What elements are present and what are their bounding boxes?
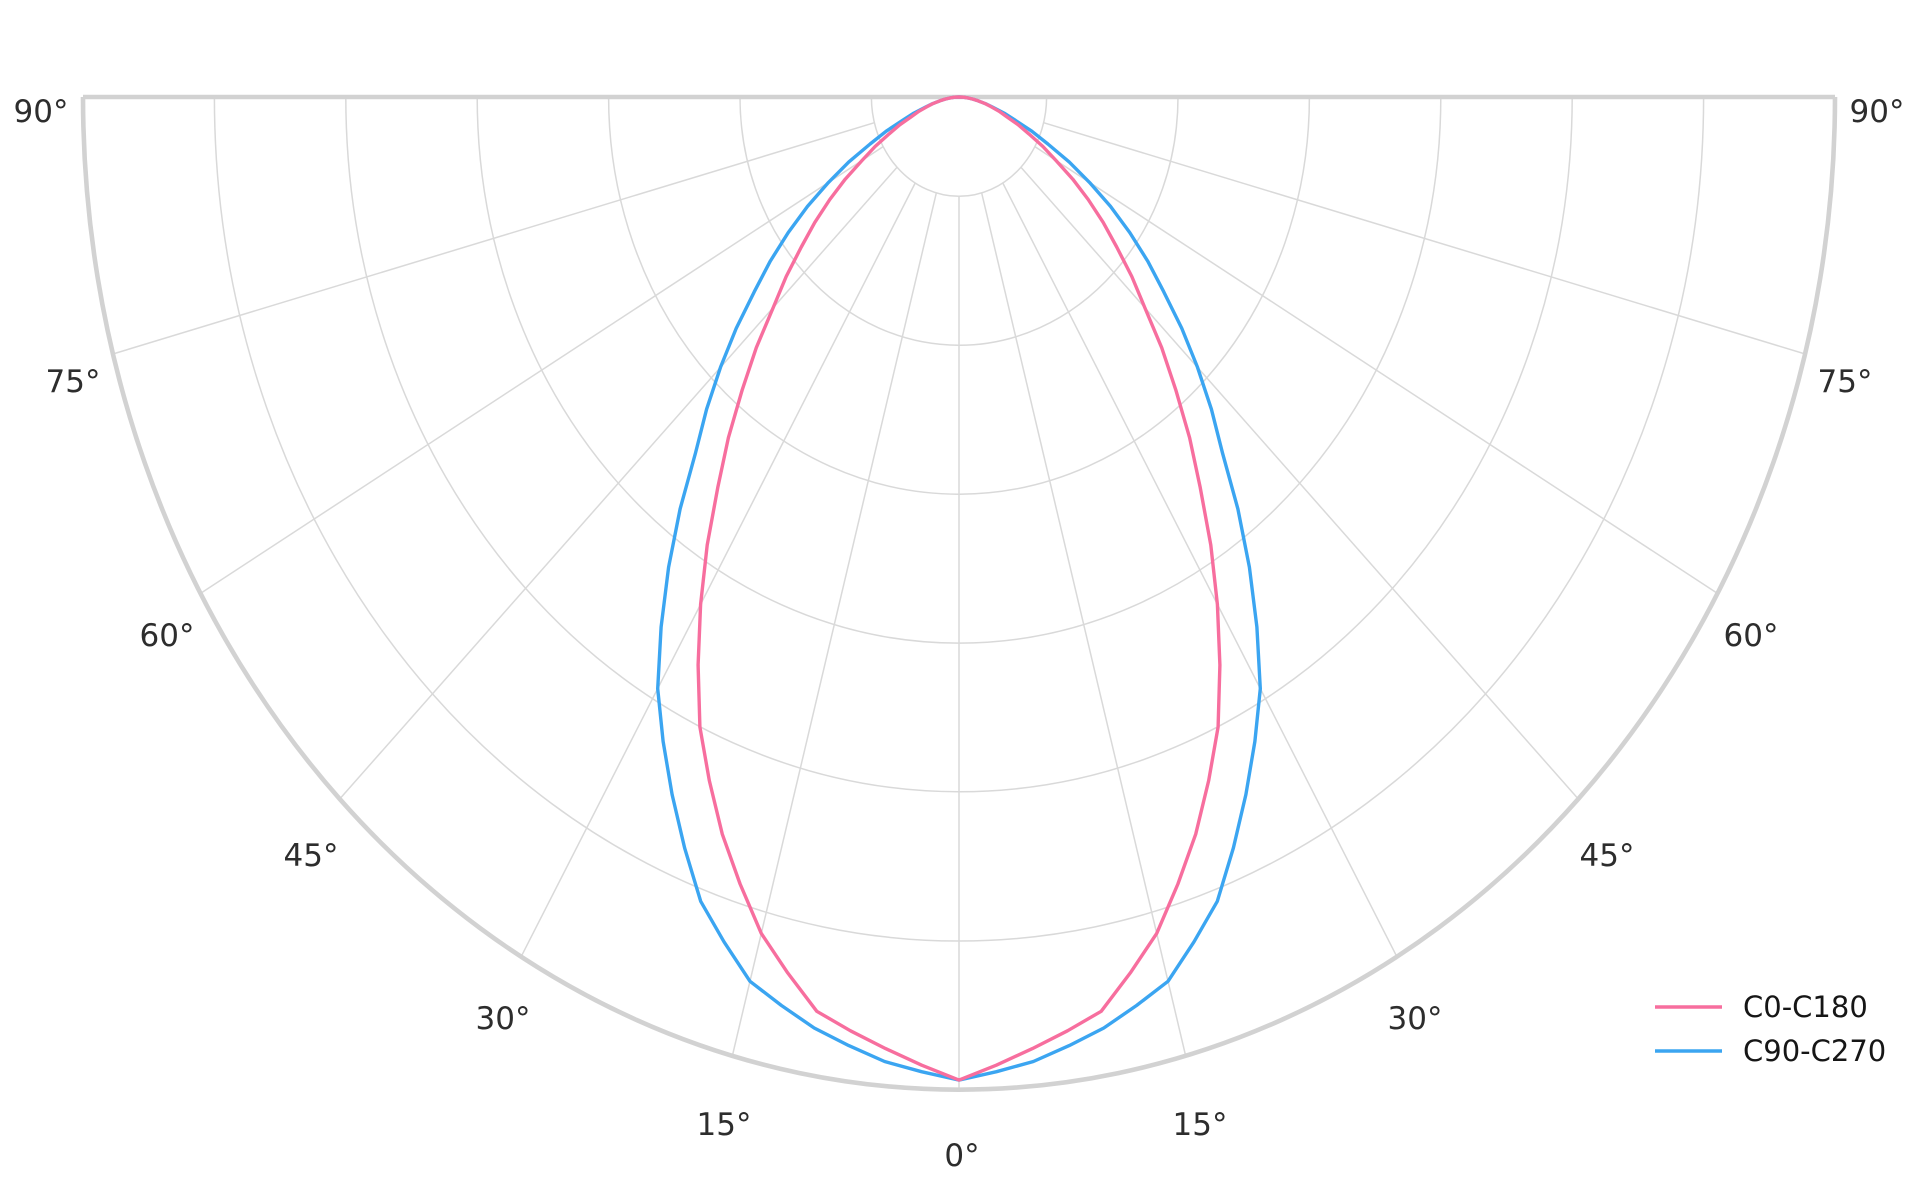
angle-tick-label: 45° [1580, 838, 1635, 874]
angle-tick-label: 15° [697, 1107, 752, 1143]
radial-gridlines [112, 121, 1806, 1090]
angle-tick-label: 0° [944, 1138, 979, 1174]
angle-tick-label: 75° [1818, 364, 1873, 400]
radial-gridline [339, 166, 898, 800]
angle-tick-labels: 0° 15° 15° 30° 30° 45° 45° 60° 60° 75° 75° 90° 90° [14, 94, 1905, 1174]
grid-ring [870, 96, 1048, 198]
radial-gridline [1034, 146, 1719, 595]
angle-tick-label: 60° [140, 618, 195, 654]
radial-gridline [520, 182, 916, 958]
angle-tick-label: 90° [14, 94, 69, 130]
radial-gridline [731, 192, 938, 1057]
angle-tick-label: 30° [1388, 1001, 1443, 1037]
series-curves [656, 95, 1262, 1082]
series-curve-c0-c180 [696, 95, 1222, 1082]
angle-tick-label: 45° [284, 838, 339, 874]
angle-tick-label: 60° [1724, 618, 1779, 654]
radial-gridline [199, 146, 884, 595]
angle-tick-label: 30° [476, 1001, 531, 1037]
radial-gridline [1043, 121, 1806, 355]
legend-label-c0-c180: C0-C180 [1743, 990, 1868, 1024]
legend-label-c90-c270: C90-C270 [1743, 1034, 1886, 1068]
radial-gridline [1002, 182, 1398, 958]
radial-gridline [112, 121, 875, 355]
radial-gridline [1020, 166, 1579, 800]
boundary-arc [80, 96, 1838, 1093]
angle-tick-label: 15° [1173, 1107, 1228, 1143]
angle-tick-label: 90° [1850, 94, 1905, 130]
angle-tick-label: 75° [46, 364, 101, 400]
legend: C0-C180 C90-C270 [1655, 990, 1886, 1068]
radial-gridline [980, 192, 1187, 1057]
